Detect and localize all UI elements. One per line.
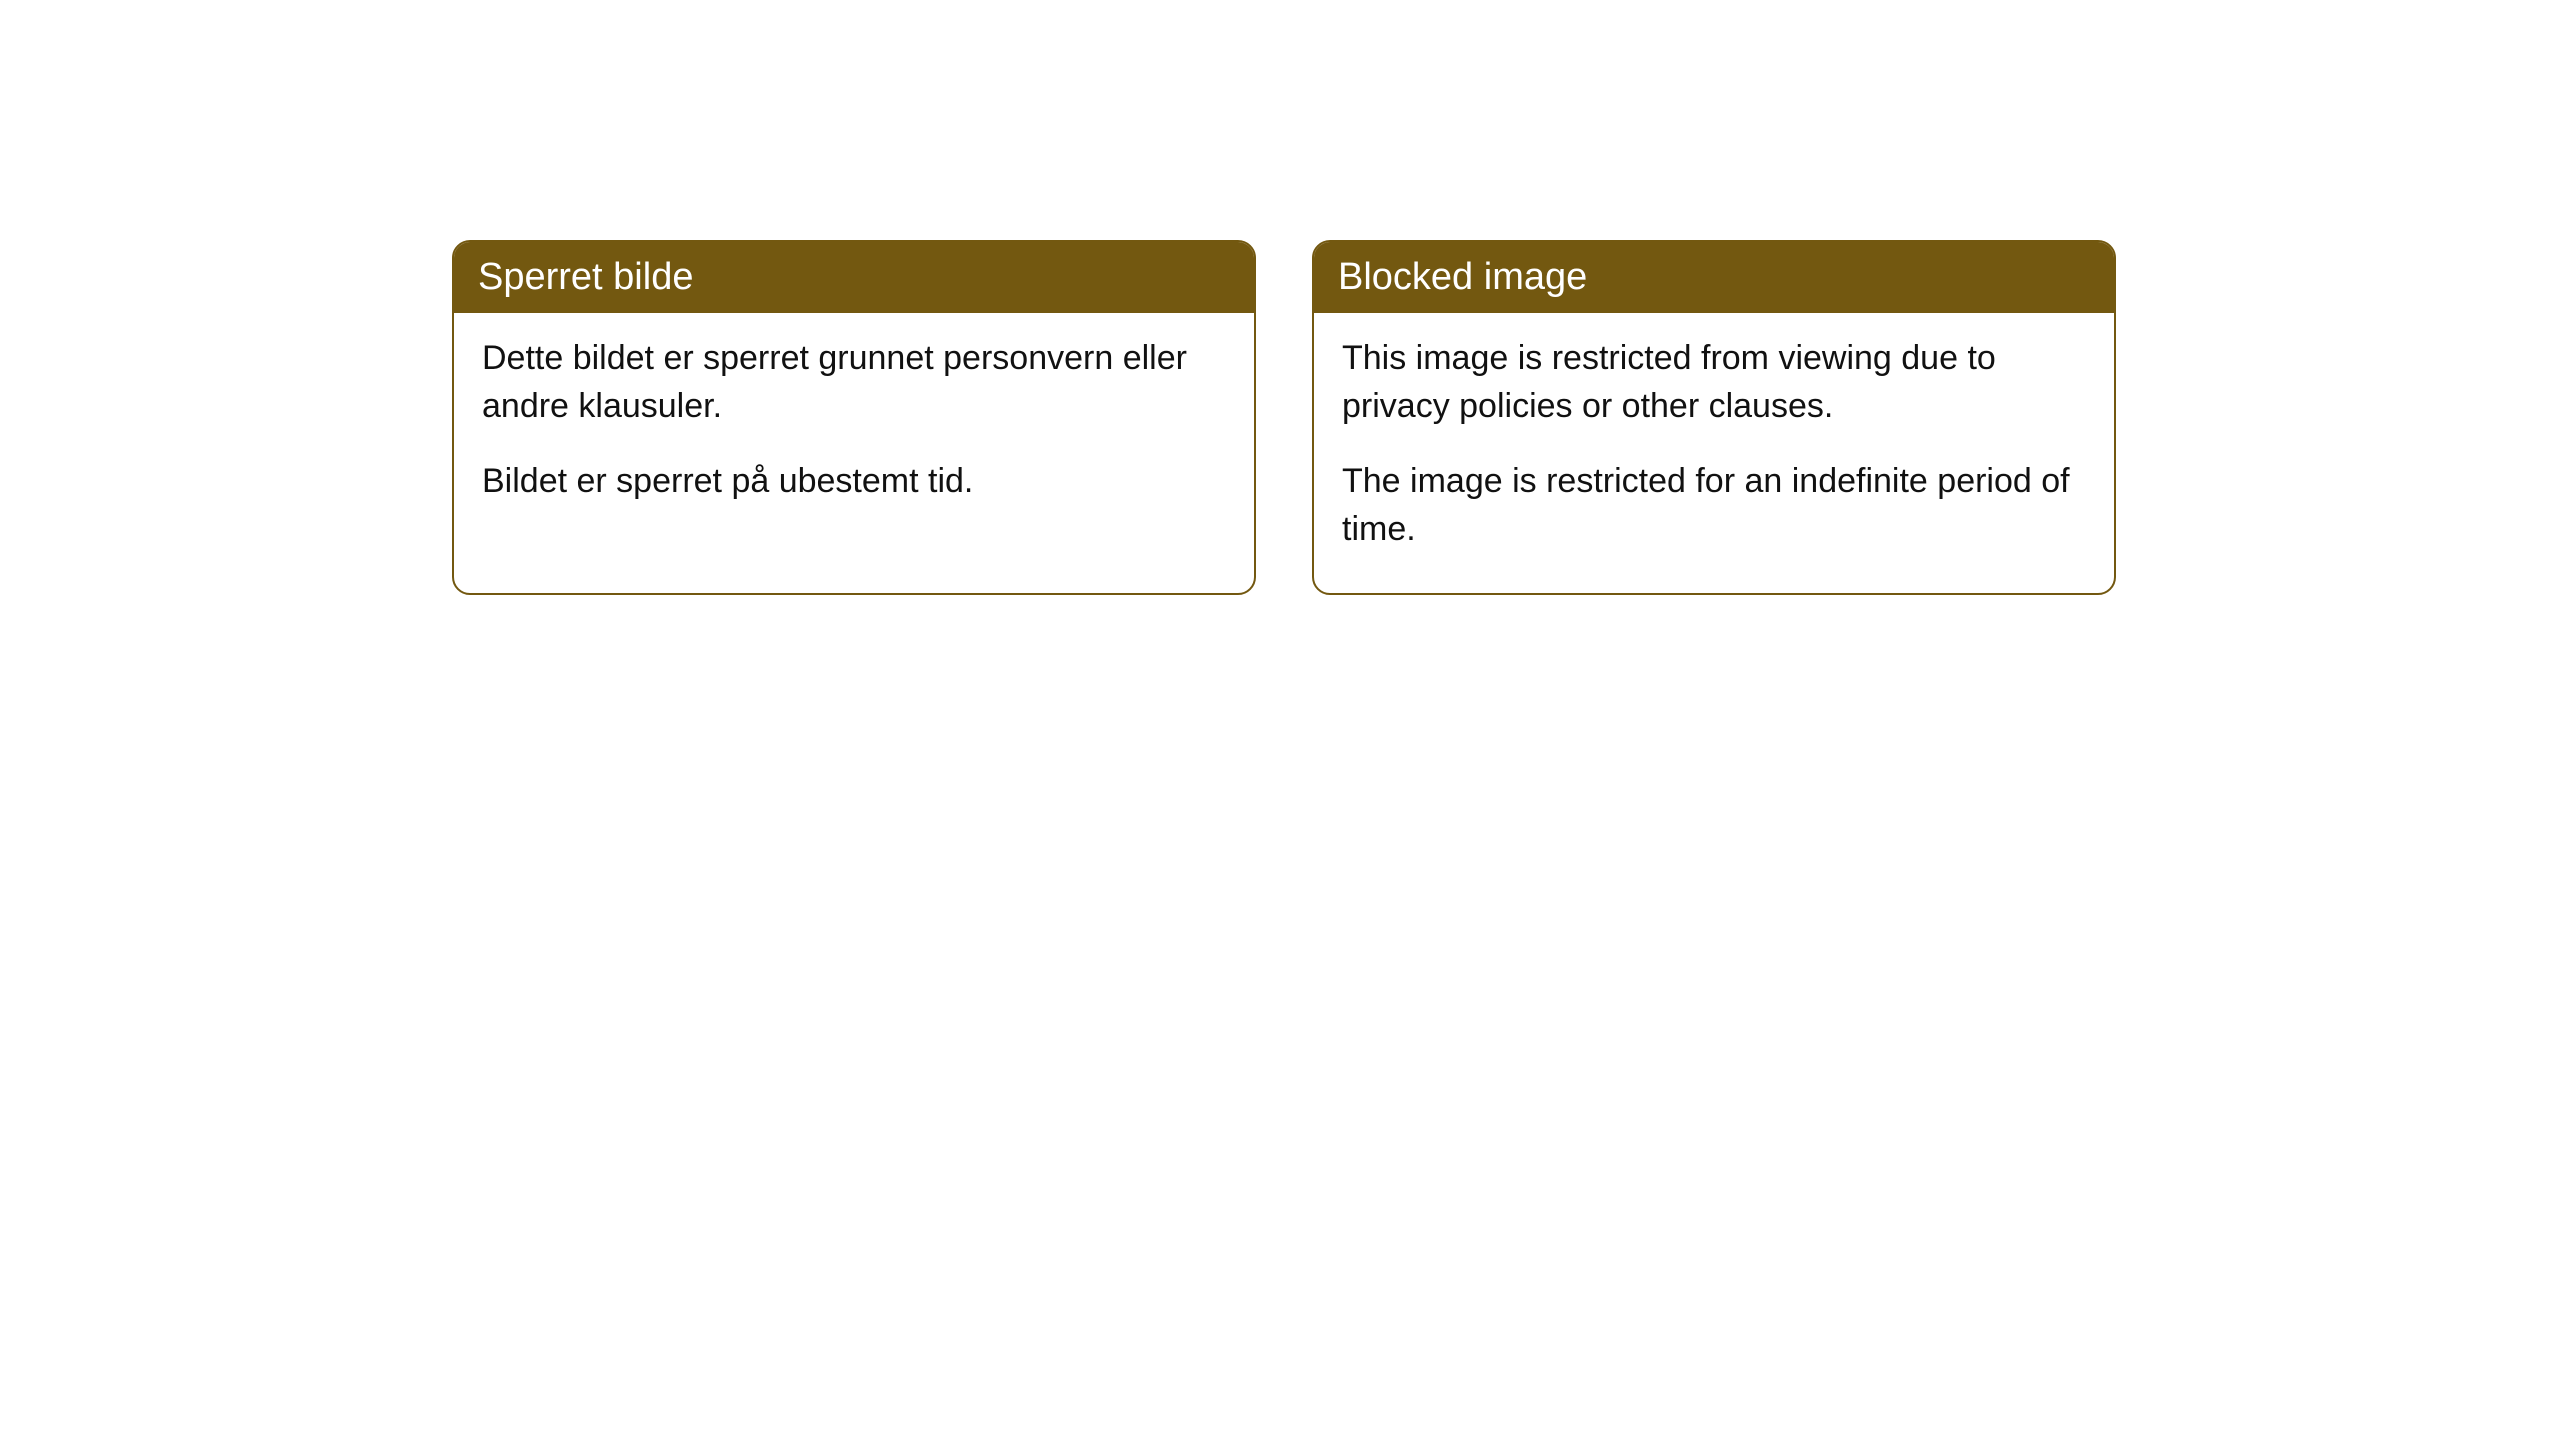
card-paragraph-english-2: The image is restricted for an indefinit…: [1342, 458, 2086, 553]
card-header-norwegian: Sperret bilde: [454, 242, 1254, 313]
blocked-image-card-norwegian: Sperret bilde Dette bildet er sperret gr…: [452, 240, 1256, 595]
card-paragraph-norwegian-2: Bildet er sperret på ubestemt tid.: [482, 458, 1226, 506]
card-paragraph-norwegian-1: Dette bildet er sperret grunnet personve…: [482, 335, 1226, 430]
card-title-english: Blocked image: [1338, 256, 1587, 298]
card-header-english: Blocked image: [1314, 242, 2114, 313]
notice-cards-container: Sperret bilde Dette bildet er sperret gr…: [0, 0, 2560, 595]
card-paragraph-english-1: This image is restricted from viewing du…: [1342, 335, 2086, 430]
blocked-image-card-english: Blocked image This image is restricted f…: [1312, 240, 2116, 595]
card-body-english: This image is restricted from viewing du…: [1314, 313, 2114, 593]
card-title-norwegian: Sperret bilde: [478, 256, 693, 298]
card-body-norwegian: Dette bildet er sperret grunnet personve…: [454, 313, 1254, 546]
